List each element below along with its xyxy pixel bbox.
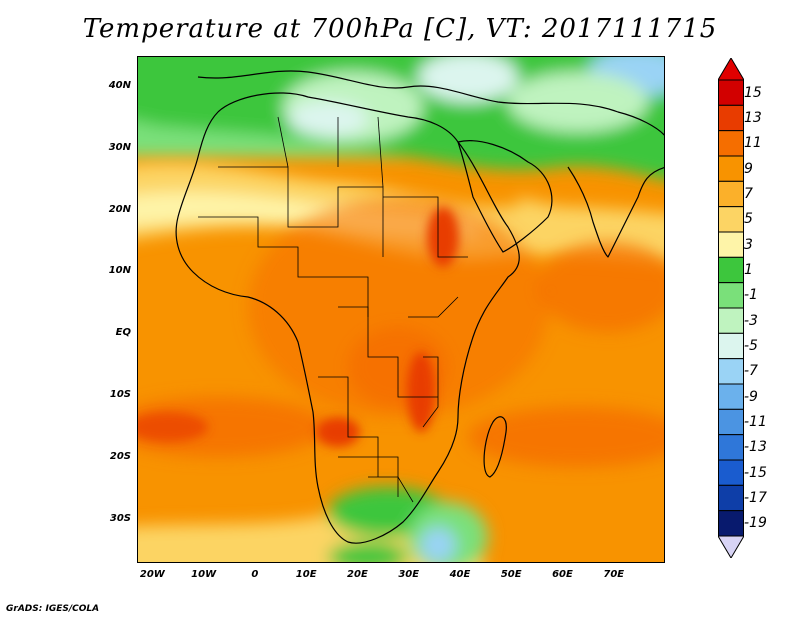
country-borders <box>198 116 468 503</box>
colorbar-level-label: -19 <box>744 515 767 532</box>
colorbar-top-arrow <box>718 58 744 81</box>
colorbar-segment <box>718 510 744 537</box>
field-hot-spots <box>138 207 459 447</box>
colorbar-segment <box>718 282 744 309</box>
colorbar-segment <box>718 130 744 157</box>
lat-tick-label: 40N <box>108 79 131 91</box>
colorbar-segment <box>718 256 744 284</box>
colorbar-level-label: 5 <box>744 211 753 228</box>
colorbar-segment <box>718 332 744 360</box>
colorbar-level-label: -7 <box>744 363 758 380</box>
colorbar-segment <box>718 383 744 410</box>
colorbar-segment <box>718 459 744 486</box>
lat-tick-label: EQ <box>115 327 131 339</box>
temperature-map <box>137 56 665 563</box>
coastlines <box>175 70 664 544</box>
colorbar-level-label: -3 <box>744 312 758 329</box>
colorbar-level-label: 3 <box>744 236 753 253</box>
colorbar-bottom-arrow <box>718 535 744 558</box>
colorbar-segment <box>718 358 744 385</box>
colorbar-level-label: 7 <box>744 186 753 202</box>
lon-tick-label: 10W <box>191 569 217 580</box>
colorbar-level-label: 1 <box>744 262 753 278</box>
colorbar <box>718 58 744 558</box>
colorbar-level-label: -11 <box>744 414 767 430</box>
lat-tick-label: 10N <box>108 265 131 277</box>
colorbar-level-label: -5 <box>744 338 758 354</box>
lat-tick-label: 20N <box>108 203 131 215</box>
lat-tick-label: 30N <box>108 141 131 153</box>
colorbar-level-label: 9 <box>744 160 753 177</box>
map-canvas <box>138 57 664 562</box>
colorbar-segment <box>718 79 744 106</box>
lon-tick-label: 50E <box>500 569 522 580</box>
chart-title: Temperature at 700hPa [C], VT: 201711171… <box>82 14 718 44</box>
field-north-cool <box>138 57 664 180</box>
colorbar-level-label: -9 <box>744 388 758 405</box>
colorbar-segment <box>718 155 744 182</box>
colorbar-segment <box>718 307 744 334</box>
colorbar-segment <box>718 434 744 461</box>
colorbar-level-label: -15 <box>744 464 767 481</box>
colorbar-level-label: 15 <box>744 84 762 101</box>
colorbar-level-label: -13 <box>744 439 767 456</box>
colorbar-segment <box>718 206 744 233</box>
credit-text: GrADS: IGES/COLA <box>6 604 100 614</box>
lon-tick-label: 20E <box>347 569 368 580</box>
lon-tick-label: 60E <box>552 569 573 580</box>
lon-tick-label: 40E <box>449 569 471 580</box>
field-south-cool <box>138 487 488 562</box>
lat-tick-label: 20S <box>109 450 131 462</box>
colorbar-segment <box>718 180 744 208</box>
lat-tick-label: 10S <box>109 389 131 401</box>
colorbar-segment <box>718 104 744 132</box>
colorbar-level-label: -17 <box>744 490 767 506</box>
lon-tick-label: 0 <box>251 569 259 580</box>
colorbar-segment <box>718 408 744 436</box>
field-warm-regions <box>138 197 664 467</box>
lat-tick-label: 30S <box>109 512 131 524</box>
colorbar-level-label: 13 <box>744 110 762 126</box>
colorbar-level-label: 11 <box>744 135 762 152</box>
lon-tick-label: 30E <box>398 569 420 580</box>
colorbar-segment <box>718 484 744 512</box>
lon-tick-label: 20W <box>139 569 165 580</box>
lon-tick-label: 10E <box>295 569 317 580</box>
lon-tick-label: 70E <box>603 569 625 580</box>
colorbar-segment <box>718 231 744 258</box>
colorbar-level-label: -1 <box>744 287 758 304</box>
